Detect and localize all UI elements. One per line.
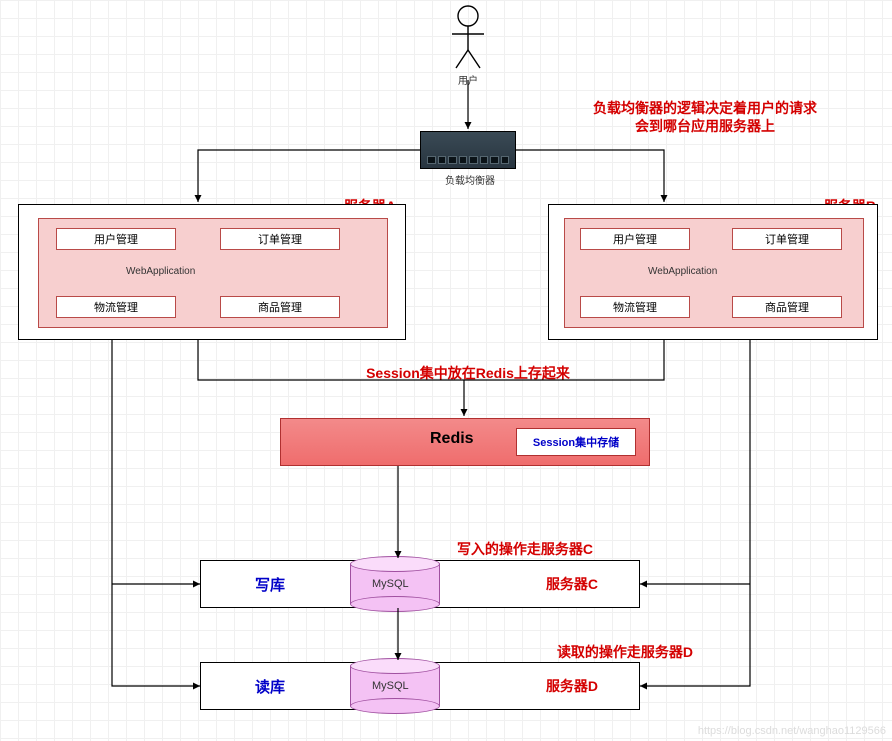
server-a-module-order: 订单管理 [220,228,340,250]
read-note: 读取的操作走服务器D [540,642,710,662]
read-db-server-label: 服务器D [532,676,612,696]
redis-title: Redis [430,430,474,448]
server-b-module-order: 订单管理 [732,228,842,250]
write-db-server-label: 服务器C [532,574,612,594]
write-db-label: MySQL [372,578,409,590]
server-b-module-prod: 商品管理 [732,296,842,318]
write-note: 写入的操作走服务器C [440,539,610,559]
redis-session-label: Session集中存储 [516,428,636,456]
server-b-webapp-label: WebApplication [648,266,717,277]
watermark: https://blog.csdn.net/wanghao1129566 [698,725,886,737]
lb-note-line1: 负载均衡器的逻辑决定着用户的请求 [570,98,840,118]
server-b-module-log: 物流管理 [580,296,690,318]
read-db-biglabel: 读库 [240,676,300,697]
server-a-webapp-label: WebApplication [126,266,195,277]
user-icon [448,4,488,72]
lb-note-line2: 会到哪台应用服务器上 [570,116,840,136]
load-balancer [420,131,516,169]
write-db-biglabel: 写库 [240,574,300,595]
load-balancer-label: 负载均衡器 [440,172,500,187]
server-a-module-log: 物流管理 [56,296,176,318]
server-a-module-prod: 商品管理 [220,296,340,318]
user-label: 用户 [452,72,484,87]
diagram-canvas: 用户 负载均衡器 负载均衡器的逻辑决定着用户的请求 会到哪台应用服务器上 服务器… [0,0,892,741]
read-db-label: MySQL [372,680,409,692]
server-b-module-user: 用户管理 [580,228,690,250]
session-note: Session集中放在Redis上存起来 [338,363,598,383]
server-a-module-user: 用户管理 [56,228,176,250]
